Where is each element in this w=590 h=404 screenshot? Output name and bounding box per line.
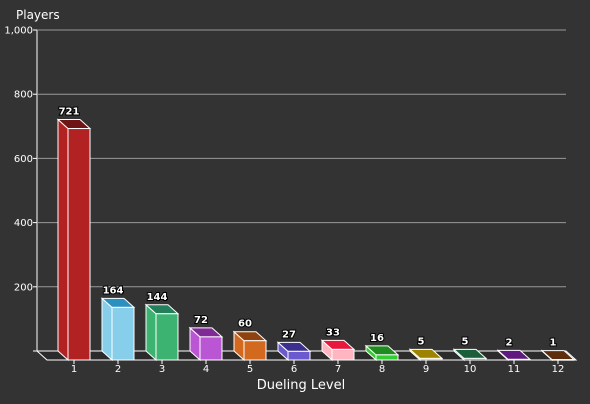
bar-12 (540, 349, 576, 362)
data-label: 5 (462, 336, 469, 347)
bar-7 (320, 339, 356, 362)
bar-front-face (375, 354, 399, 361)
y-tick-label: 600 (14, 154, 33, 165)
x-tick-label: 4 (203, 364, 209, 375)
data-label: 33 (326, 327, 340, 338)
bar-front-face (287, 350, 311, 361)
bar-2 (100, 297, 136, 362)
bar-front-face (243, 340, 267, 361)
x-tick-label: 10 (464, 364, 477, 375)
y-tick-label: 200 (14, 282, 33, 293)
bar-front-face (507, 358, 531, 361)
data-label: 27 (282, 329, 296, 340)
bar-front-face (419, 357, 443, 361)
data-label: 60 (238, 319, 252, 330)
y-tick-label: 1,000 (4, 26, 33, 37)
y-tick-label: 400 (14, 218, 33, 229)
x-tick-label: 11 (508, 364, 521, 375)
x-axis-title: Dueling Level (257, 378, 345, 393)
bar-3 (144, 303, 180, 362)
x-tick-label: 8 (379, 364, 385, 375)
data-label: 72 (194, 315, 208, 326)
x-tick-label: 9 (423, 364, 429, 375)
bar-5 (232, 330, 268, 362)
x-tick-label: 6 (291, 364, 297, 375)
data-label: 1 (550, 338, 557, 349)
bar-10 (452, 348, 488, 362)
bar-front-face (463, 357, 487, 361)
y-axis-title: Players (16, 8, 60, 22)
bar-9 (408, 348, 444, 362)
bar-6 (276, 341, 312, 362)
x-tick-label: 5 (247, 364, 253, 375)
x-axis-ticks: 1 2 3 4 5 6 7 8 9 10 11 12 (71, 360, 565, 375)
grid (36, 29, 566, 351)
bar-front-face (551, 359, 575, 361)
data-label: 2 (506, 337, 513, 348)
bar-11 (496, 349, 532, 362)
bar-1 (56, 118, 92, 362)
data-label: 721 (59, 107, 80, 118)
y-axis-ticks: 200 400 600 800 1,000 (4, 26, 37, 352)
bar-8 (364, 344, 400, 362)
x-tick-label: 2 (115, 364, 121, 375)
bar-front-face (155, 313, 179, 361)
data-labels: 721 164 144 72 60 27 33 16 5 5 2 1 (58, 106, 558, 350)
data-label: 16 (370, 333, 384, 344)
x-tick-label: 1 (71, 364, 77, 375)
data-label: 164 (103, 285, 124, 296)
bar-side-face (101, 297, 113, 362)
y-tick-label: 800 (14, 90, 33, 101)
x-tick-label: 3 (159, 364, 165, 375)
bar-4 (188, 326, 224, 362)
bar-front-face (199, 336, 223, 361)
data-label: 5 (418, 336, 425, 347)
data-label: 144 (147, 292, 168, 303)
x-tick-label: 7 (335, 364, 341, 375)
bar-side-face (57, 118, 69, 362)
bar-front-face (111, 306, 135, 361)
bar-front-face (331, 348, 355, 361)
bar-front-face (67, 128, 91, 361)
bars (56, 118, 576, 362)
x-tick-label: 12 (552, 364, 565, 375)
